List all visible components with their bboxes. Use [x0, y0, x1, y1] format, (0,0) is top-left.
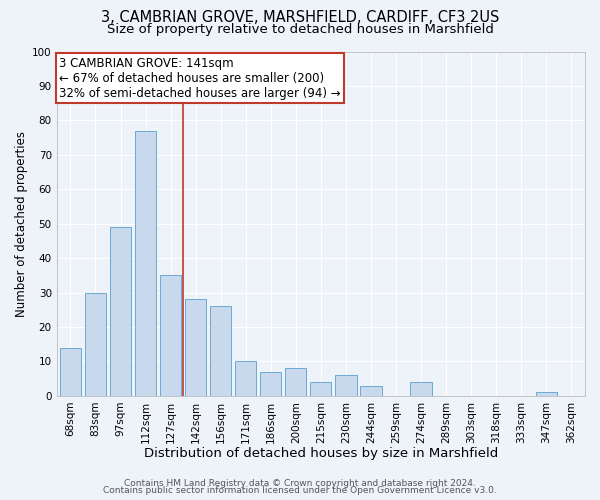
Bar	[360, 386, 382, 396]
Text: 3 CAMBRIAN GROVE: 141sqm
← 67% of detached houses are smaller (200)
32% of semi-: 3 CAMBRIAN GROVE: 141sqm ← 67% of detach…	[59, 56, 341, 100]
Text: Size of property relative to detached houses in Marshfield: Size of property relative to detached ho…	[107, 22, 493, 36]
X-axis label: Distribution of detached houses by size in Marshfield: Distribution of detached houses by size …	[144, 447, 498, 460]
Bar	[60, 348, 81, 396]
Text: Contains public sector information licensed under the Open Government Licence v3: Contains public sector information licen…	[103, 486, 497, 495]
Bar	[235, 362, 256, 396]
Bar	[285, 368, 307, 396]
Bar	[160, 276, 181, 396]
Bar	[310, 382, 331, 396]
Text: Contains HM Land Registry data © Crown copyright and database right 2024.: Contains HM Land Registry data © Crown c…	[124, 478, 476, 488]
Bar	[135, 130, 156, 396]
Bar	[210, 306, 232, 396]
Text: 3, CAMBRIAN GROVE, MARSHFIELD, CARDIFF, CF3 2US: 3, CAMBRIAN GROVE, MARSHFIELD, CARDIFF, …	[101, 10, 499, 25]
Bar	[260, 372, 281, 396]
Bar	[410, 382, 431, 396]
Bar	[85, 292, 106, 396]
Bar	[335, 375, 356, 396]
Bar	[185, 300, 206, 396]
Bar	[536, 392, 557, 396]
Bar	[110, 227, 131, 396]
Y-axis label: Number of detached properties: Number of detached properties	[15, 130, 28, 316]
